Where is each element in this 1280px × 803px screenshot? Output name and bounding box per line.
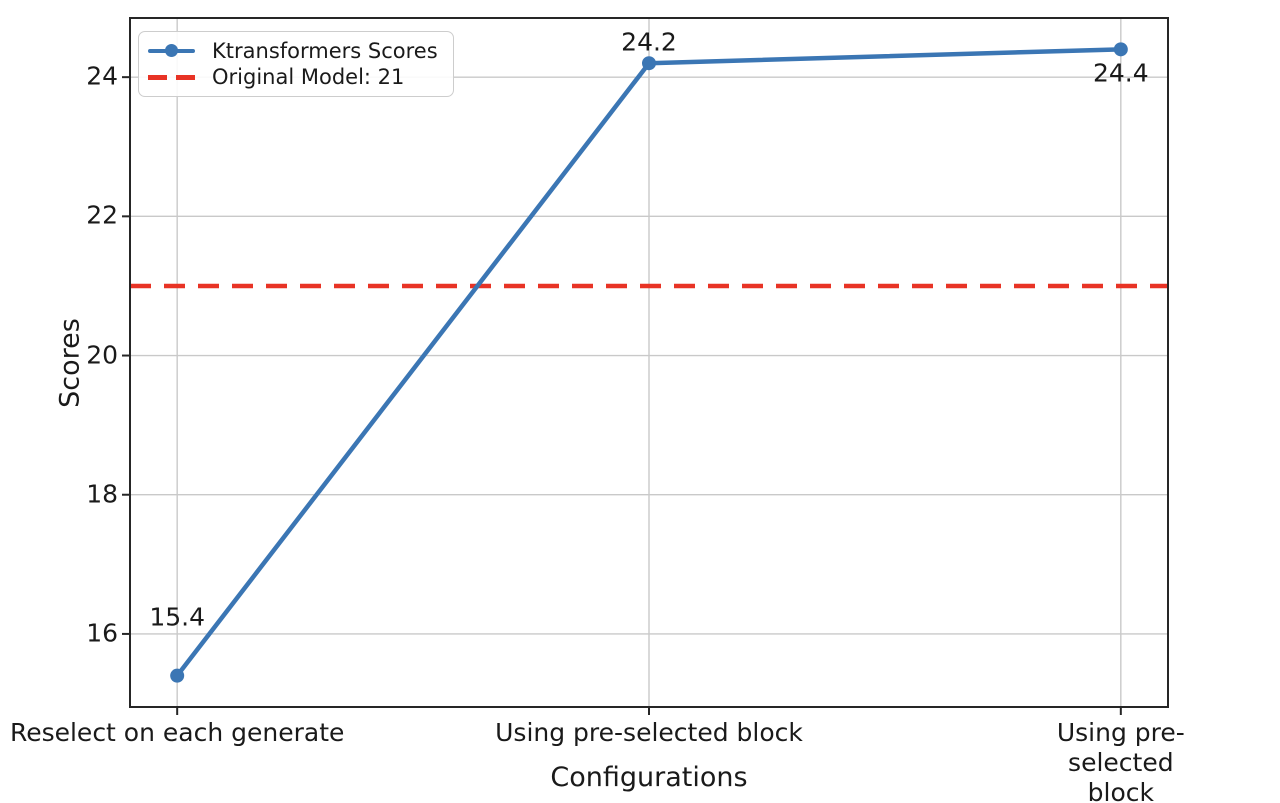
legend-entry-series: Ktransformers Scores: [148, 39, 443, 63]
x-axis-label: Configurations: [550, 762, 748, 793]
legend-label: Ktransformers Scores: [212, 38, 438, 63]
legend-entry-reference: Original Model: 21: [148, 65, 443, 89]
dashed-line-icon: [148, 69, 195, 85]
legend-marker-dot: [165, 44, 178, 58]
legend: Ktransformers Scores Original Model: 21: [138, 31, 454, 97]
legend-label: Original Model: 21: [212, 65, 405, 90]
line-marker-icon: [148, 43, 195, 59]
y-axis-label: Scores: [54, 317, 86, 408]
x-tick-label: Using pre-selected block: [495, 718, 803, 747]
y-tick-label: 18: [86, 479, 118, 509]
data-label: 24.2: [621, 27, 677, 57]
legend-dash: [148, 74, 167, 80]
legend-dash-sample: [148, 74, 195, 80]
data-label: 15.4: [149, 602, 206, 632]
x-tick-label: Using pre-selected block First two layer…: [1056, 718, 1185, 803]
y-tick-label: 16: [86, 618, 118, 648]
y-tick-label: 20: [86, 339, 118, 369]
x-tick-label: Reselect on each generate: [9, 718, 345, 747]
legend-dash: [176, 74, 195, 80]
y-tick-label: 22: [86, 200, 118, 230]
data-label: 24.4: [1092, 58, 1149, 88]
y-tick-label: 24: [86, 61, 118, 91]
